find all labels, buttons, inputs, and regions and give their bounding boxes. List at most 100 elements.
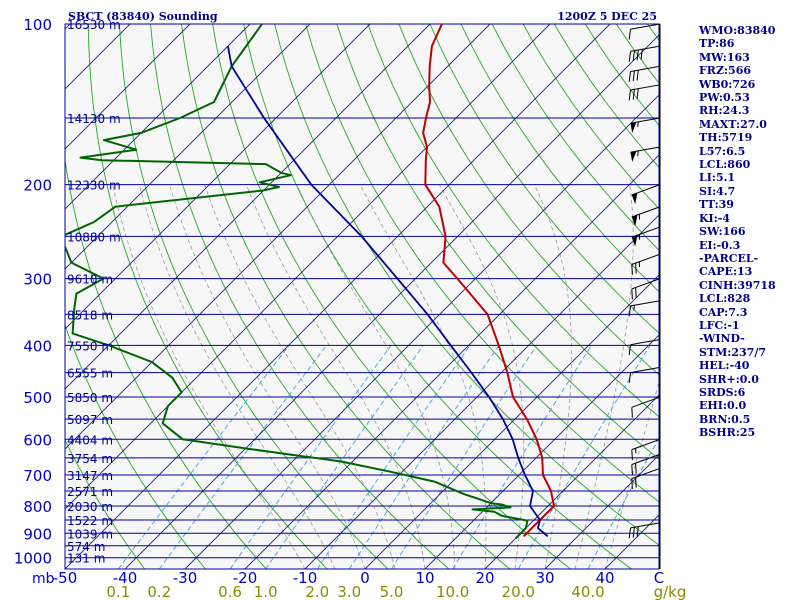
index-entry: MAXT:27.0 (699, 117, 767, 131)
mixing-ratio-line (452, 345, 593, 569)
index-entry: SI:4.7 (699, 184, 736, 198)
pressure-tick-label: 100 (23, 16, 52, 34)
wind-barb (628, 338, 661, 356)
pressure-unit-label: mb (32, 571, 55, 587)
mixing-ratio-line (348, 345, 500, 569)
temperature-tick-label: 30 (535, 569, 554, 587)
isotherm (65, 24, 611, 569)
isotherm (124, 34, 659, 569)
moist-adiabat (246, 184, 426, 569)
height-label: 2030 m (67, 500, 113, 514)
mixing-ratio-label: 5.0 (380, 583, 404, 600)
station-title: SBCT (83840) Sounding (68, 10, 218, 23)
wind-barb (631, 184, 661, 205)
temperature-tick-label: -10 (293, 569, 318, 587)
mixing-ratio-label: 0.2 (147, 583, 171, 600)
isotherm (484, 394, 659, 569)
temperature-tick-label: -50 (53, 569, 78, 587)
pressure-tick-label: 300 (23, 271, 52, 289)
isotherm (65, 24, 431, 390)
mixing-ratio-label: 10.0 (436, 583, 469, 600)
mixing-ratio-line (158, 344, 328, 569)
dry-adiabat (460, 24, 659, 293)
plot-background (65, 24, 659, 569)
wind-barb (631, 226, 661, 247)
index-entry: LI:5.1 (699, 171, 736, 185)
index-entry: SHR+:0.0 (699, 372, 759, 386)
moist-adiabat (534, 184, 572, 569)
height-label: 10880 m (67, 230, 121, 244)
isotherm (184, 94, 659, 569)
dry-adiabat (65, 157, 267, 569)
isotherms (65, 24, 659, 569)
height-label: 131 m (67, 552, 105, 566)
wind-barb (628, 84, 661, 101)
height-label: 7550 m (67, 339, 113, 353)
mixing-ratio-line (587, 437, 659, 569)
height-label: 5850 m (67, 391, 113, 405)
temperature-tick-label: 40 (595, 569, 614, 587)
temperature-tick-label: 0 (360, 569, 370, 587)
wind-barbs (628, 23, 661, 569)
index-entry: -PARCEL- (699, 251, 759, 265)
moist-adiabat (138, 184, 336, 569)
isotherm (244, 154, 659, 569)
index-entry: SW:166 (699, 225, 746, 239)
temperature-tick-label: -40 (113, 569, 138, 587)
temperature-tick-label: -30 (173, 569, 198, 587)
isotherm (65, 24, 371, 330)
index-entry: EI:-0.3 (699, 238, 741, 252)
index-entry: LCL:860 (699, 158, 751, 172)
isotherm (65, 24, 251, 210)
height-label: 8518 m (67, 308, 113, 322)
pressure-tick-label: 700 (23, 467, 52, 485)
sounding-series (65, 24, 555, 540)
plot-frame (64, 23, 660, 570)
index-entry: L57:6.5 (699, 144, 746, 158)
isotherm (65, 24, 191, 150)
height-label: 9610 m (67, 273, 113, 287)
height-label: 3147 m (67, 469, 113, 483)
mixing-ratio-label: 40.0 (571, 583, 604, 600)
mixing-ratio-label: 2.0 (305, 583, 329, 600)
dry-adiabat (65, 439, 146, 569)
isotherm (65, 24, 491, 450)
isotherm (424, 334, 659, 569)
dry-adiabat (491, 24, 659, 251)
mixing-ratio-line (117, 344, 290, 569)
height-label: 12330 m (67, 179, 121, 193)
dry-adiabat (87, 24, 328, 569)
temperature-tick-label: -20 (233, 569, 258, 587)
moist-adiabat (359, 184, 487, 569)
dry-adiabat (398, 24, 659, 376)
moist-adiabat (204, 184, 396, 569)
dry-adiabat (181, 24, 510, 569)
mixing-ratio-line (316, 345, 471, 569)
temperature-unit-label: C (654, 569, 664, 587)
wind-barb (630, 117, 661, 133)
mixing-ratio-line (229, 345, 392, 569)
wind-barb (631, 467, 661, 490)
temperature-tick-label: 20 (475, 569, 494, 587)
wind-barb (628, 45, 661, 62)
height-label: 1039 m (67, 527, 113, 541)
index-entry: BSHR:25 (699, 426, 756, 440)
isotherm (65, 24, 71, 30)
mixing-ratio-label: 0.6 (218, 583, 242, 600)
height-label: 574 m (67, 540, 105, 554)
index-entry: WMO:83840 (699, 24, 776, 37)
height-label: 5097 m (67, 413, 113, 427)
wind-barb (631, 438, 661, 461)
index-entry: TH:5719 (699, 131, 753, 145)
index-entry: FRZ:566 (699, 64, 752, 78)
dewpoint-line (65, 24, 529, 540)
pressure-tick-label: 200 (23, 177, 52, 195)
index-entry: SRDS:6 (699, 385, 746, 399)
parcel-line (227, 45, 549, 537)
mixing-ratio-lines (117, 344, 659, 569)
index-entry: PW:0.53 (699, 91, 750, 105)
height-label: 2571 m (67, 485, 113, 499)
isotherm (304, 214, 659, 569)
dry-adiabat (429, 24, 659, 334)
